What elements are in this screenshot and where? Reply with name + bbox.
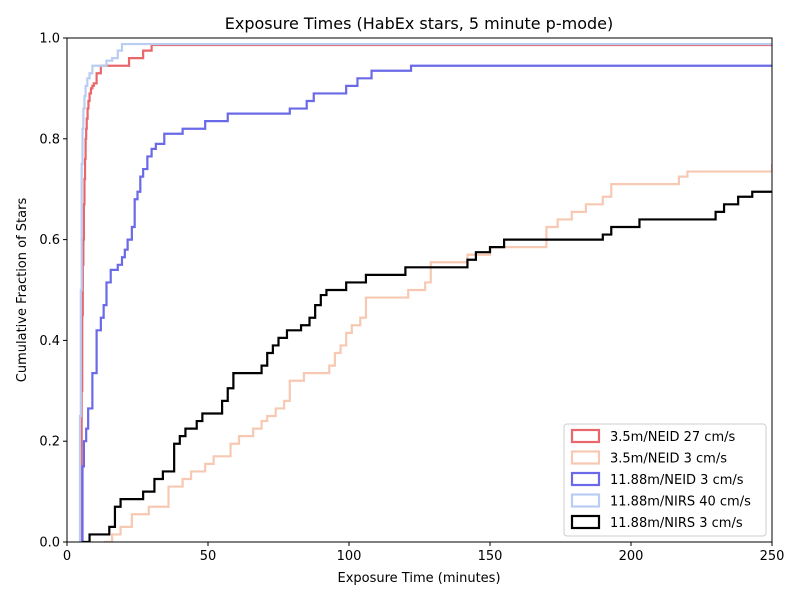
x-tick-label: 0 bbox=[63, 549, 71, 564]
series-layer bbox=[78, 42, 772, 542]
x-tick-label: 200 bbox=[619, 549, 644, 564]
legend-box bbox=[563, 423, 767, 537]
x-tick-label: 150 bbox=[478, 549, 503, 564]
series-line-1 bbox=[79, 43, 772, 542]
legend-swatch bbox=[570, 493, 601, 508]
x-axis-label: Exposure Time (minutes) bbox=[337, 571, 500, 586]
legend-label: 11.88m/NEID 3 cm/s bbox=[610, 473, 744, 488]
y-tick-label: 0.6 bbox=[39, 233, 60, 248]
x-axis: 0 50 100 150 200 250 bbox=[63, 542, 785, 564]
x-tick-label: 100 bbox=[337, 549, 362, 564]
series-line-5 bbox=[82, 190, 772, 542]
legend-label: 3.5m/NEID 3 cm/s bbox=[610, 452, 727, 467]
legend-label: 11.88m/NIRS 40 cm/s bbox=[610, 495, 751, 510]
x-tick-label: 250 bbox=[760, 549, 785, 564]
y-tick-label: 1.0 bbox=[39, 32, 60, 47]
series-line-2 bbox=[103, 164, 772, 542]
plot-area bbox=[78, 42, 772, 542]
legend-swatch bbox=[570, 450, 601, 465]
y-tick-label: 0.0 bbox=[39, 536, 60, 551]
legend-swatch bbox=[570, 471, 601, 487]
legend-label: 3.5m/NEID 27 cm/s bbox=[610, 430, 735, 445]
legend-label: 11.88m/NIRS 3 cm/s bbox=[610, 516, 743, 531]
series-line-3 bbox=[80, 64, 772, 542]
y-axis-label: Cumulative Fraction of Stars bbox=[15, 198, 30, 383]
legend-swatch bbox=[570, 514, 601, 530]
series-line-4 bbox=[78, 42, 772, 542]
y-tick-label: 0.2 bbox=[39, 435, 60, 450]
chart-title: Exposure Times (HabEx stars, 5 minute p-… bbox=[225, 14, 613, 33]
plot-frame bbox=[66, 37, 773, 543]
legend: 3.5m/NEID 27 cm/s 3.5m/NEID 3 cm/s 11.88m/… bbox=[563, 423, 767, 537]
y-tick-label: 0.8 bbox=[39, 132, 60, 147]
y-axis: 0.0 0.2 0.4 0.6 0.8 1.0 bbox=[39, 32, 67, 551]
legend-swatch bbox=[570, 428, 601, 444]
y-tick-label: 0.4 bbox=[39, 334, 60, 349]
x-tick-label: 50 bbox=[200, 549, 217, 564]
